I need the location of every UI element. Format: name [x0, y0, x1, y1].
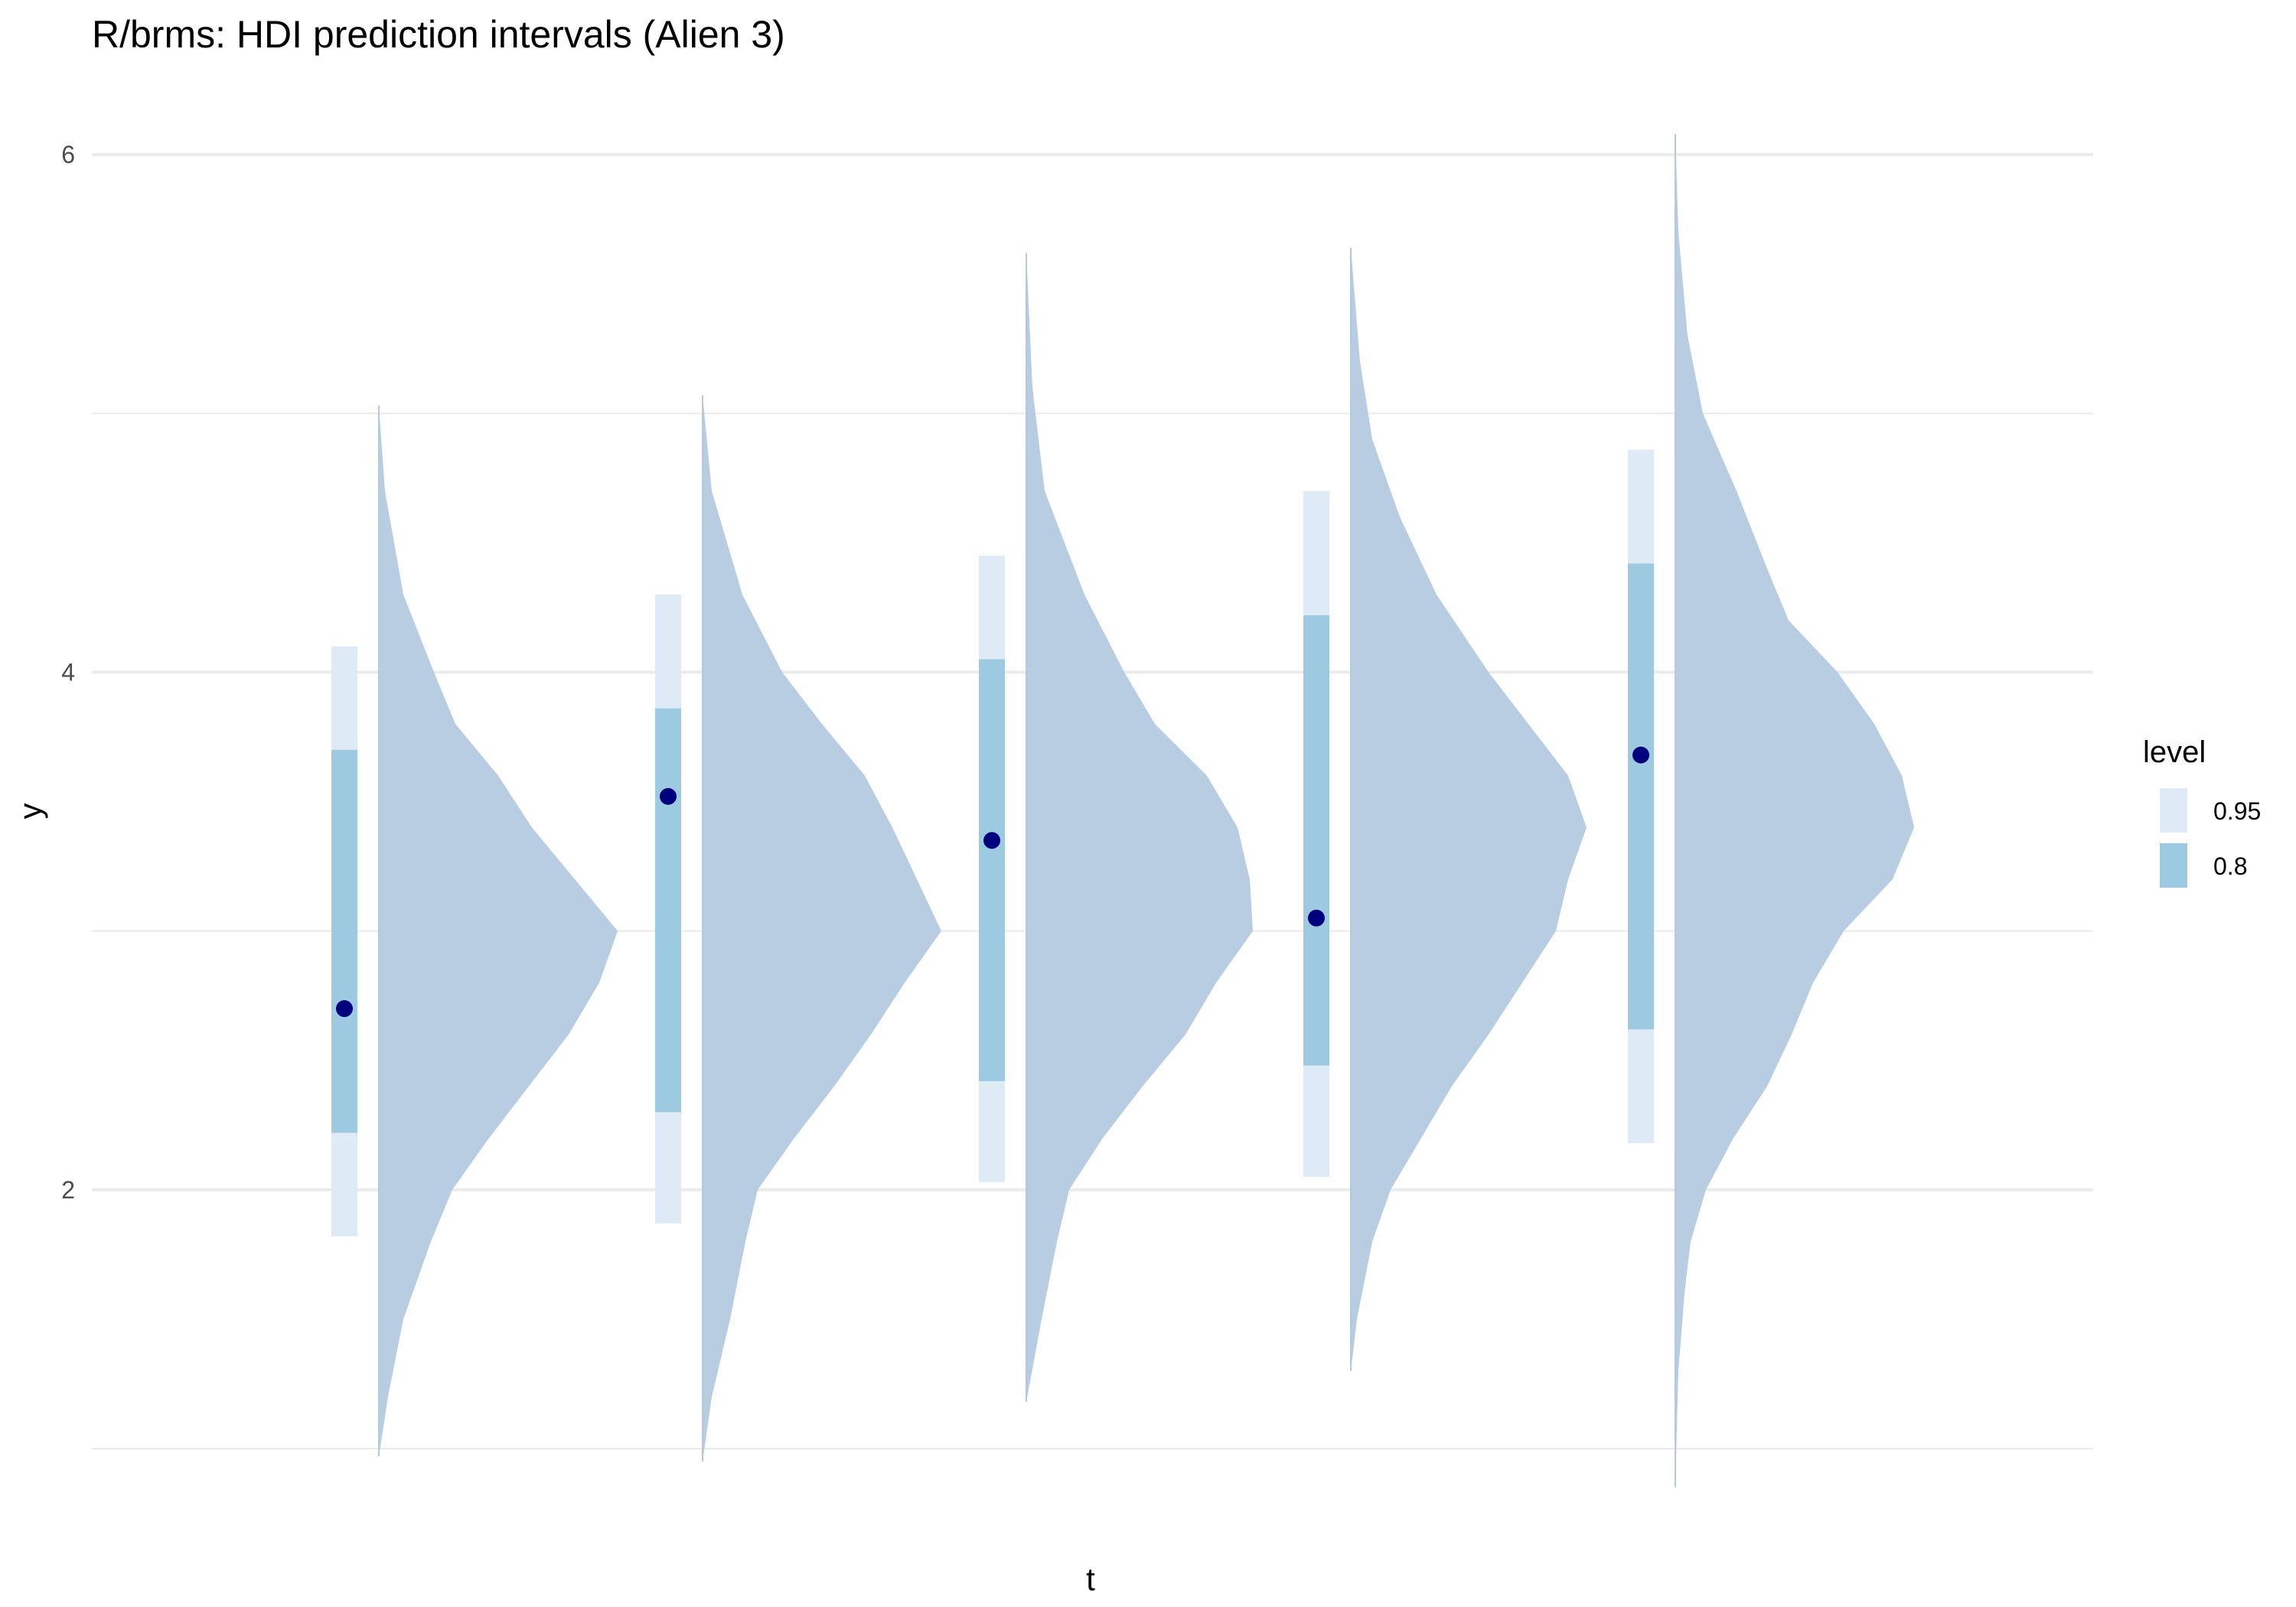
y-tick-label: 6 — [61, 141, 75, 168]
legend-label: 0.95 — [2213, 797, 2261, 825]
interval-80-bar — [331, 749, 357, 1133]
interval-80-bar — [979, 659, 1005, 1081]
density-shape — [1351, 247, 1587, 1371]
density-shape — [1026, 253, 1253, 1403]
plot-area — [331, 133, 1914, 1488]
legend-title: level — [2143, 735, 2206, 769]
legend: level 0.95 0.8 — [2143, 735, 2261, 888]
point-estimate — [1308, 909, 1325, 927]
density-shape — [379, 406, 618, 1457]
y-axis-ticks: 2 4 6 — [61, 141, 75, 1204]
halfeye-group — [655, 395, 941, 1462]
point-estimate — [983, 832, 1000, 849]
density-shape — [703, 395, 941, 1462]
point-estimate — [660, 787, 677, 805]
halfeye-group — [1628, 133, 1914, 1488]
y-tick-label: 4 — [61, 658, 75, 686]
x-axis-title: t — [1086, 1561, 1095, 1597]
legend-swatch — [2160, 843, 2187, 888]
halfeye-group — [979, 253, 1253, 1403]
halfeye-group — [331, 406, 618, 1457]
y-axis-title: y — [12, 804, 48, 820]
point-estimate — [336, 1000, 353, 1018]
interval-80-bar — [1303, 614, 1329, 1066]
density-shape — [1675, 133, 1914, 1488]
interval-80-bar — [655, 708, 681, 1113]
interval-80-bar — [1628, 563, 1654, 1030]
y-tick-label: 2 — [61, 1176, 75, 1204]
legend-swatch — [2160, 788, 2187, 833]
legend-label: 0.8 — [2213, 852, 2247, 880]
chart-title: R/brms: HDI prediction intervals (Alien … — [92, 13, 785, 56]
halfeye-group — [1303, 247, 1587, 1371]
point-estimate — [1632, 746, 1649, 764]
